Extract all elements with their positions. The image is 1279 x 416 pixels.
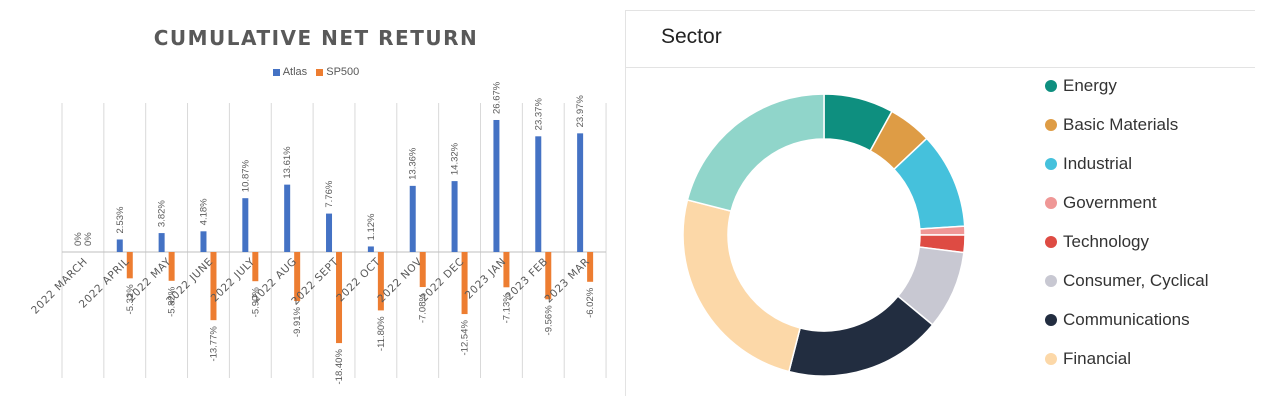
panel-divider — [625, 10, 626, 396]
value-label-sp500-2023-jan: -7.13% — [501, 293, 512, 324]
sector-legend-dot — [1045, 353, 1057, 365]
bar-atlas-2022-june — [200, 231, 207, 252]
legend-swatch-sp500 — [316, 68, 324, 76]
value-label-sp500-2022-oct: -11.80% — [376, 316, 387, 351]
value-label-sp500-2023-mar: -6.02% — [585, 287, 596, 318]
bar-atlas-2023-mar — [577, 133, 584, 252]
value-label-atlas-2022-aug: 13.61% — [282, 146, 293, 179]
value-label-atlas-2022-july: 10.87% — [240, 159, 251, 192]
donut-slice-other — [686, 93, 825, 213]
value-label-sp500-2022-march: 0% — [83, 232, 94, 246]
sector-legend-dot — [1045, 197, 1057, 209]
sector-legend-item-communications: Communications — [1045, 310, 1190, 330]
bar-sp500-2022-july — [252, 252, 259, 282]
bar-sp500-2023-mar — [587, 252, 594, 282]
value-label-sp500-2022-dec: -12.54% — [460, 320, 471, 356]
bar-atlas-2022-aug — [284, 184, 291, 252]
sector-legend-item-technology: Technology — [1045, 232, 1149, 252]
bar-sp500-2022-june — [210, 252, 217, 321]
donut-slice-communications — [788, 295, 934, 377]
value-label-atlas-2022-nov: 13.36% — [408, 147, 419, 180]
sector-legend-item-financial: Financial — [1045, 349, 1131, 369]
value-label-atlas-2022-june: 4.18% — [198, 198, 209, 225]
value-label-sp500-2022-aug: -9.91% — [292, 307, 303, 338]
sector-legend-dot — [1045, 275, 1057, 287]
sector-legend-label: Financial — [1063, 349, 1132, 368]
bar-atlas-2022-may — [158, 233, 165, 252]
bar-atlas-2022-april — [116, 239, 123, 252]
legend-swatch-atlas — [272, 68, 280, 76]
sector-legend-dot — [1045, 80, 1057, 92]
sector-legend-label: Technology — [1063, 232, 1150, 251]
sector-donut-chart — [682, 93, 966, 377]
sector-legend-item-energy: Energy — [1045, 76, 1117, 96]
sector-legend-label: Industrial — [1063, 154, 1132, 173]
donut-slice-financial — [682, 199, 802, 373]
bar-sp500-2022-nov — [419, 252, 426, 288]
value-label-atlas-2023-mar: 23.97% — [575, 95, 586, 128]
bar-sp500-2022-sept — [336, 252, 343, 344]
bar-atlas-2022-oct — [367, 246, 374, 252]
sector-legend-item-industrial: Industrial — [1045, 154, 1132, 174]
value-label-sp500-2022-july: -5.90% — [250, 287, 261, 318]
bar-atlas-2023-feb — [535, 136, 542, 252]
value-label-sp500-2022-sept: -18.40% — [334, 349, 345, 385]
value-label-sp500-2022-april: -5.32% — [125, 284, 136, 315]
panel-header-rule — [625, 67, 1255, 68]
sector-legend-label: Government — [1063, 193, 1157, 212]
sector-legend-item-government: Government — [1045, 193, 1157, 213]
bar-sp500-2022-dec — [461, 252, 468, 315]
value-label-atlas-2022-march: 0% — [73, 232, 84, 246]
bar-chart-title: CUMULATIVE NET RETURN — [153, 26, 479, 50]
sector-legend-dot — [1045, 119, 1057, 131]
panel-top-rule — [625, 10, 1255, 11]
sector-legend-label: Basic Materials — [1063, 115, 1179, 134]
sector-legend-item-consumer-cyclical: Consumer, Cyclical — [1045, 271, 1209, 291]
value-label-atlas-2023-feb: 23.37% — [533, 98, 544, 131]
bar-sp500-2023-feb — [545, 252, 552, 300]
value-label-atlas-2022-may: 3.82% — [157, 200, 168, 227]
sector-legend-dot — [1045, 158, 1057, 170]
sector-legend-label: Communications — [1063, 310, 1190, 329]
bar-atlas-2022-sept — [326, 213, 333, 252]
sector-legend-label: Energy — [1063, 76, 1117, 95]
bar-chart-legend: Atlas SP500 — [0, 66, 632, 79]
value-label-atlas-2022-sept: 7.76% — [324, 180, 335, 207]
sector-legend-dot — [1045, 314, 1057, 326]
value-label-sp500-2022-june: -13.77% — [208, 326, 219, 362]
legend-item-atlas: Atlas — [272, 66, 308, 78]
sector-legend-dot — [1045, 236, 1057, 248]
bar-sp500-2022-oct — [377, 252, 384, 311]
bar-sp500-2022-aug — [294, 252, 301, 302]
bar-atlas-2022-july — [242, 198, 249, 252]
bar-chart-panel: CUMULATIVE NET RETURN Atlas SP500 0% 0% 20… — [0, 0, 610, 416]
sector-legend-item-basic-materials: Basic Materials — [1045, 115, 1178, 135]
legend-item-sp500: SP500 — [316, 66, 359, 78]
bar-sp500-2022-may — [168, 252, 175, 281]
value-label-sp500-2023-feb: -9.56% — [543, 305, 554, 336]
value-label-sp500-2022-nov: -7.08% — [418, 293, 429, 324]
value-label-atlas-2023-jan: 26.67% — [491, 81, 502, 114]
bar-atlas-2023-jan — [493, 119, 500, 253]
legend-label-atlas: Atlas — [282, 66, 308, 78]
value-label-atlas-2022-dec: 14.32% — [450, 142, 461, 175]
value-label-sp500-2022-may: -5.82% — [167, 286, 178, 317]
bar-atlas-2022-nov — [409, 185, 416, 252]
bar-sp500-2023-jan — [503, 252, 510, 288]
sector-legend-label: Consumer, Cyclical — [1063, 271, 1209, 290]
sector-chart-title: Sector — [661, 25, 722, 48]
bar-sp500-2022-april — [126, 252, 133, 279]
value-label-atlas-2022-april: 2.53% — [115, 206, 126, 233]
legend-label-sp500: SP500 — [326, 66, 360, 78]
bar-atlas-2022-dec — [451, 181, 458, 252]
value-label-atlas-2022-oct: 1.12% — [366, 213, 377, 240]
